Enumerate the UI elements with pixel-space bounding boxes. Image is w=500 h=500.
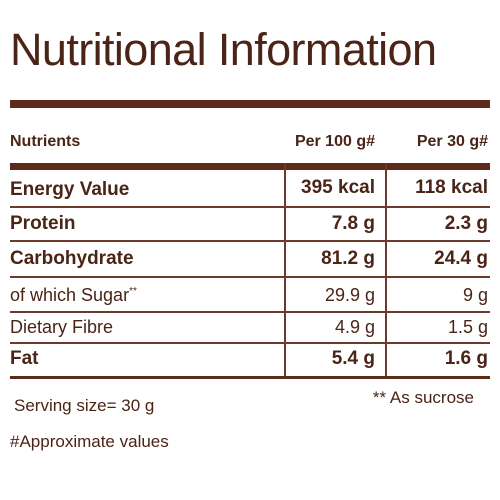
header-per-100g: Per 100 g# <box>294 133 375 150</box>
value-per-100g: 4.9 g <box>334 317 375 337</box>
row-divider <box>10 206 490 208</box>
value-per-100g: 395 kcal <box>301 177 375 198</box>
header-per-30g: Per 30 g# <box>416 133 488 150</box>
value-per-30g: 2.3 g <box>444 213 488 234</box>
value-per-30g: 9 g <box>462 285 488 305</box>
row-divider <box>10 342 490 344</box>
nutrient-name-text: of which Sugar <box>10 285 130 305</box>
nutrient-name: Dietary Fibre <box>10 317 114 337</box>
sucrose-footnote: ** As sucrose <box>372 388 474 407</box>
nutrient-name: Fat <box>10 348 39 369</box>
table-bottom-rule <box>10 376 490 379</box>
value-per-100g: 5.4 g <box>331 348 375 369</box>
value-per-30g: 118 kcal <box>415 177 488 198</box>
serving-size-note: Serving size= 30 g <box>14 396 155 415</box>
value-per-100g: 7.8 g <box>331 213 375 234</box>
value-per-30g: 1.6 g <box>444 348 488 369</box>
header-nutrients: Nutrients <box>10 133 81 150</box>
nutrition-title: Nutritional Information <box>10 24 437 75</box>
nutrient-name: Protein <box>10 213 76 234</box>
header-divider <box>10 163 490 170</box>
row-divider <box>10 311 490 313</box>
nutrient-name: Carbohydrate <box>10 248 134 269</box>
column-divider-1 <box>284 163 286 377</box>
footnote-marker: ** <box>129 286 137 297</box>
nutrient-name: of which Sugar** <box>10 281 137 309</box>
value-per-100g: 29.9 g <box>324 285 375 305</box>
column-divider-2 <box>385 163 387 377</box>
approximate-values-note: #Approximate values <box>10 432 169 451</box>
value-per-100g: 81.2 g <box>321 248 375 269</box>
row-divider <box>10 276 490 278</box>
top-thick-rule <box>10 100 490 108</box>
row-divider <box>10 240 490 242</box>
value-per-30g: 1.5 g <box>447 317 488 337</box>
value-per-30g: 24.4 g <box>434 248 488 269</box>
nutrient-name: Energy Value <box>10 179 130 200</box>
